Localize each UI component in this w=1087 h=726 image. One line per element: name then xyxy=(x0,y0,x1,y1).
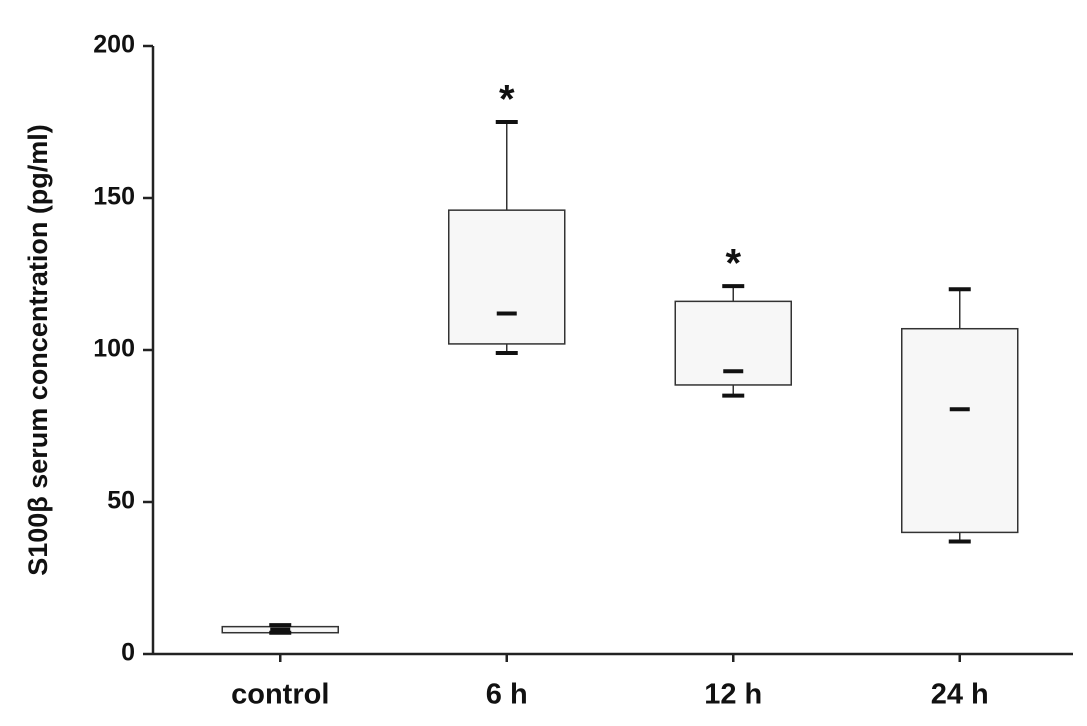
y-tick-label: 50 xyxy=(107,487,135,515)
x-tick-label: control xyxy=(231,679,329,711)
x-tick-label: 6 h xyxy=(486,679,528,711)
x-tick-label: 24 h xyxy=(931,679,989,711)
y-tick-label: 100 xyxy=(93,335,135,363)
y-tick-label: 150 xyxy=(93,183,135,211)
box xyxy=(901,327,1019,534)
x-tick-label: 12 h xyxy=(704,679,762,711)
y-tick-label: 200 xyxy=(93,31,135,59)
significance-marker: * xyxy=(499,78,515,122)
box xyxy=(448,209,566,345)
y-tick-label: 0 xyxy=(121,639,135,667)
y-axis-label: S100β serum concentration (pg/ml) xyxy=(23,124,53,576)
significance-marker: * xyxy=(725,242,741,286)
